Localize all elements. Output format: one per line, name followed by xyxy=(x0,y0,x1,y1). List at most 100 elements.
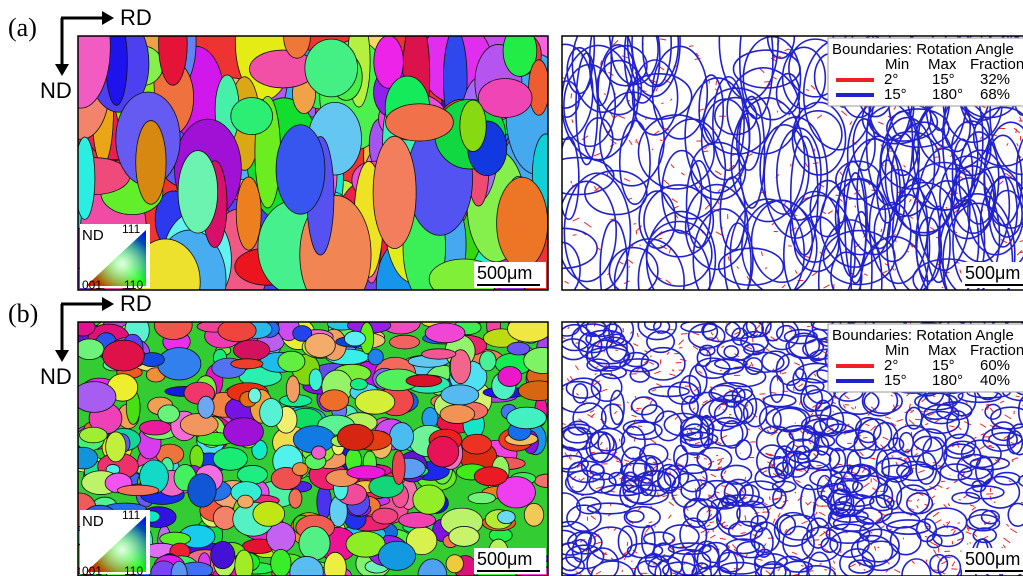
grain xyxy=(399,512,436,527)
grain xyxy=(289,489,302,508)
grain xyxy=(271,549,291,576)
lagb xyxy=(766,267,767,269)
grain xyxy=(158,405,180,423)
lagb xyxy=(718,464,720,465)
lagb xyxy=(555,524,562,527)
ipf-001: 001 xyxy=(82,278,102,292)
lagb xyxy=(604,351,605,352)
grain xyxy=(498,366,522,386)
grain xyxy=(305,333,335,357)
grain xyxy=(449,526,480,546)
grain xyxy=(198,396,214,418)
grain xyxy=(524,347,562,373)
grain xyxy=(462,434,492,454)
lagb xyxy=(679,347,682,348)
lagb xyxy=(704,459,707,460)
grain xyxy=(231,98,273,135)
rd-label: RD xyxy=(120,5,152,30)
grain xyxy=(237,465,267,484)
grain xyxy=(529,60,550,115)
grain xyxy=(422,349,456,359)
lagb xyxy=(627,542,628,546)
lagb xyxy=(571,93,572,98)
grain xyxy=(260,399,283,427)
grain xyxy=(213,448,247,471)
ipf-110: 110 xyxy=(124,564,143,576)
legend-max: 180° xyxy=(932,372,963,389)
grain xyxy=(350,379,367,390)
scale-label: 500μm xyxy=(965,263,1020,283)
nd-label: ND xyxy=(40,364,72,389)
grain xyxy=(235,550,253,576)
grain xyxy=(75,339,104,360)
grain xyxy=(278,351,305,372)
grain xyxy=(299,526,330,560)
scale-label: 500μm xyxy=(477,263,532,283)
panel: (b)RDNDND111001110500μm500μmBoundaries: … xyxy=(8,291,1023,576)
lagb xyxy=(638,426,642,427)
lagb xyxy=(660,140,663,141)
legend-fraction: 68% xyxy=(980,86,1010,103)
scale-label: 500μm xyxy=(965,549,1020,569)
lagb xyxy=(905,424,906,425)
grain xyxy=(507,407,547,429)
grain xyxy=(378,541,415,570)
grain xyxy=(188,474,216,508)
lagb xyxy=(855,406,856,408)
grain xyxy=(337,424,373,450)
grain xyxy=(498,511,516,524)
grain xyxy=(70,318,95,336)
grain xyxy=(248,388,260,403)
ipf-111: 111 xyxy=(122,222,141,236)
legend-max: 180° xyxy=(932,86,963,103)
lagb xyxy=(960,551,962,552)
grain xyxy=(518,381,559,401)
grain xyxy=(223,418,263,446)
grain xyxy=(344,331,365,346)
ipf-001: 001 xyxy=(82,564,102,576)
grain xyxy=(468,492,495,503)
grain xyxy=(372,508,398,524)
lagb xyxy=(811,541,812,542)
grain xyxy=(497,177,548,269)
grain xyxy=(136,121,166,205)
lagb xyxy=(660,359,661,364)
lagb xyxy=(967,544,968,545)
lagb xyxy=(915,419,921,420)
arrow-head xyxy=(102,11,114,25)
grain xyxy=(524,503,543,526)
grain xyxy=(103,340,145,371)
grain xyxy=(392,451,405,485)
grain xyxy=(474,467,507,486)
lagb xyxy=(903,538,904,540)
grain xyxy=(180,413,218,435)
grain xyxy=(460,100,486,151)
grain xyxy=(154,311,192,340)
grain xyxy=(507,316,551,342)
grain xyxy=(480,351,496,371)
lagb xyxy=(769,497,770,500)
grain xyxy=(373,136,416,248)
scale-label: 500μm xyxy=(477,549,532,569)
grain xyxy=(309,369,322,391)
grain xyxy=(159,3,188,85)
legend-min: 15° xyxy=(884,372,907,389)
lagb xyxy=(639,245,640,246)
ipf-111: 111 xyxy=(122,508,141,522)
grain xyxy=(413,485,445,514)
page: {"panels": [ {"label": "(a)", "rd": "RD"… xyxy=(0,0,1023,576)
arrow-head xyxy=(55,350,69,362)
grain xyxy=(79,427,107,443)
grain xyxy=(211,541,235,568)
panel-label: (b) xyxy=(8,299,38,328)
ipf-title: ND xyxy=(82,513,104,530)
legend-fraction: 40% xyxy=(980,372,1010,389)
grain xyxy=(218,320,256,342)
panel-label: (a) xyxy=(8,13,37,42)
grain xyxy=(390,423,414,451)
grain xyxy=(386,104,454,141)
rd-label: RD xyxy=(120,291,152,316)
arrow-head xyxy=(55,64,69,76)
grain xyxy=(253,501,285,526)
grain xyxy=(406,375,442,387)
